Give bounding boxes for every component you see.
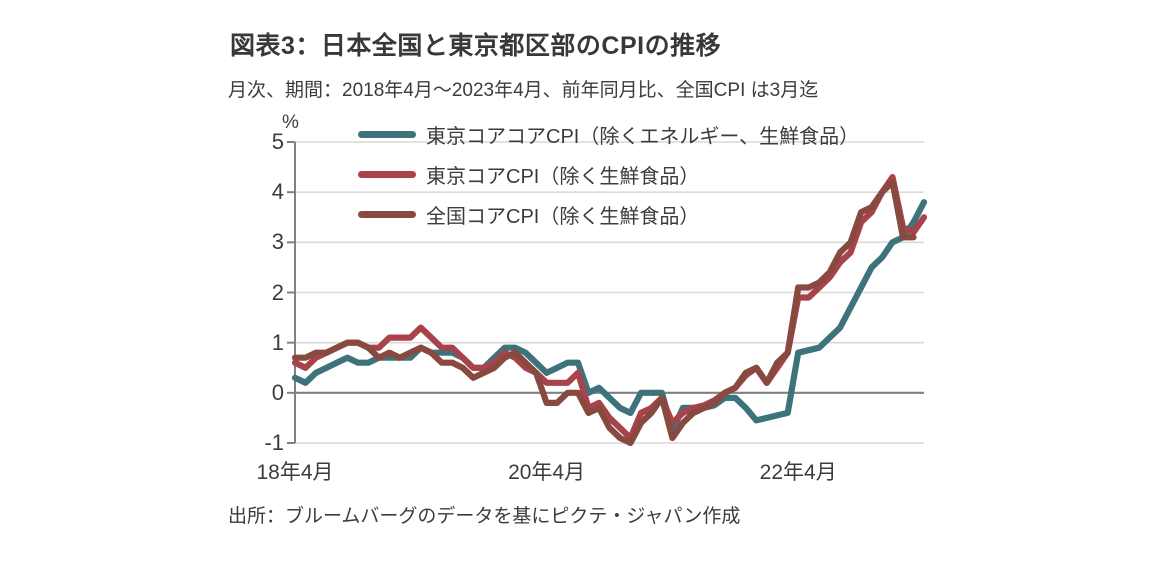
legend-swatch-tokyo-core — [358, 170, 416, 178]
y-tick-label: -1 — [264, 430, 284, 455]
legend-label-tokyo-core-core: 東京コアコアCPI（除くエネルギー、生鮮食品） — [426, 125, 860, 148]
y-tick-label: 4 — [271, 179, 284, 205]
chart-legend: 東京コアコアCPI（除くエネルギー、生鮮食品） 東京コアCPI（除く生鮮食品） … — [358, 114, 859, 234]
x-tick-label: 22年4月 — [759, 461, 837, 484]
legend-item-tokyo-core-core: 東京コアコアCPI（除くエネルギー、生鮮食品） — [358, 114, 859, 154]
chart-title: 図表3：日本全国と東京都区部のCPIの推移 — [230, 32, 722, 60]
y-tick-label: 0 — [271, 379, 284, 405]
y-tick-label: 1 — [271, 329, 284, 355]
legend-swatch-tokyo-core-core — [358, 130, 416, 138]
legend-item-national-core: 全国コアCPI（除く生鮮食品） — [358, 194, 859, 234]
y-tick-label: 2 — [271, 279, 284, 305]
source-note: 出所：ブルームバーグのデータを基にピクテ・ジャパン作成 — [228, 506, 741, 527]
legend-item-tokyo-core: 東京コアCPI（除く生鮮食品） — [358, 154, 859, 194]
series-line-2 — [291, 179, 917, 447]
y-axis-unit-label: % — [282, 112, 299, 133]
x-tick-label: 20年4月 — [508, 461, 586, 484]
chart-subtitle: 月次、期間：2018年4月～2023年4月、前年同月比、全国CPI は3月迄 — [228, 80, 819, 101]
x-tick-label: 18年4月 — [256, 461, 334, 484]
legend-label-tokyo-core: 東京コアCPI（除く生鮮食品） — [426, 165, 700, 188]
legend-swatch-national-core — [358, 210, 416, 218]
y-tick-label: 3 — [271, 229, 284, 255]
legend-label-national-core: 全国コアCPI（除く生鮮食品） — [426, 205, 700, 228]
y-tick-label: 5 — [271, 129, 284, 154]
series-line-1 — [291, 174, 928, 442]
